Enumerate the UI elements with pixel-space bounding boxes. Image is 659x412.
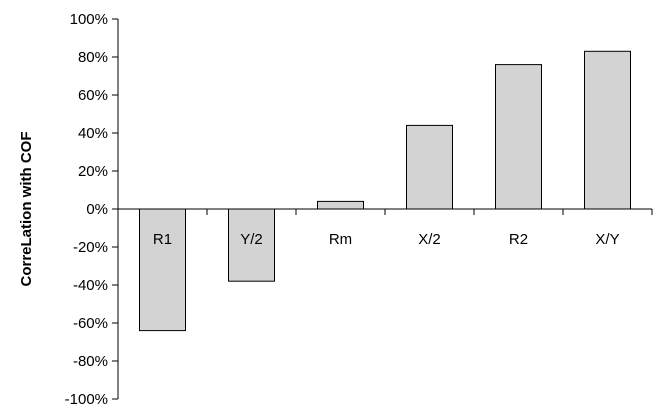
x-tick-label: R1 (153, 231, 172, 248)
bar-r2 (495, 64, 542, 210)
y-tick-label: 20% (78, 163, 108, 180)
y-axis-title: CorreLation with COF (18, 132, 35, 287)
y-tick-label: -40% (73, 277, 108, 294)
y-tick-label: 40% (78, 125, 108, 142)
y-tick-label: -100% (65, 391, 108, 408)
x-tick-label: R2 (509, 231, 528, 248)
y-tick-label: 80% (78, 49, 108, 66)
y-tick-label: -20% (73, 239, 108, 256)
x-tick-label: Y/2 (240, 231, 263, 248)
labels-layer: 100% 80% 60% 40% 20% 0% -20% -40% -60% -80% -100% R… (65, 11, 620, 408)
y-tick-label: -60% (73, 315, 108, 332)
y-tick-label: 60% (78, 87, 108, 104)
bar-r1 (139, 208, 186, 332)
x-tick-label: Rm (329, 231, 352, 248)
axes-layer (112, 18, 653, 400)
y-tick-label: -80% (73, 353, 108, 370)
bar-y-2 (228, 208, 275, 282)
y-tick-label: 100% (70, 11, 108, 28)
bar-rm (317, 200, 364, 210)
bars-layer (139, 50, 631, 332)
x-tick-label: X/Y (595, 231, 619, 248)
x-tick-label: X/2 (418, 231, 441, 248)
bar-x-y (584, 50, 631, 210)
bar-x-2 (406, 124, 453, 210)
y-tick-label: 0% (86, 201, 108, 218)
